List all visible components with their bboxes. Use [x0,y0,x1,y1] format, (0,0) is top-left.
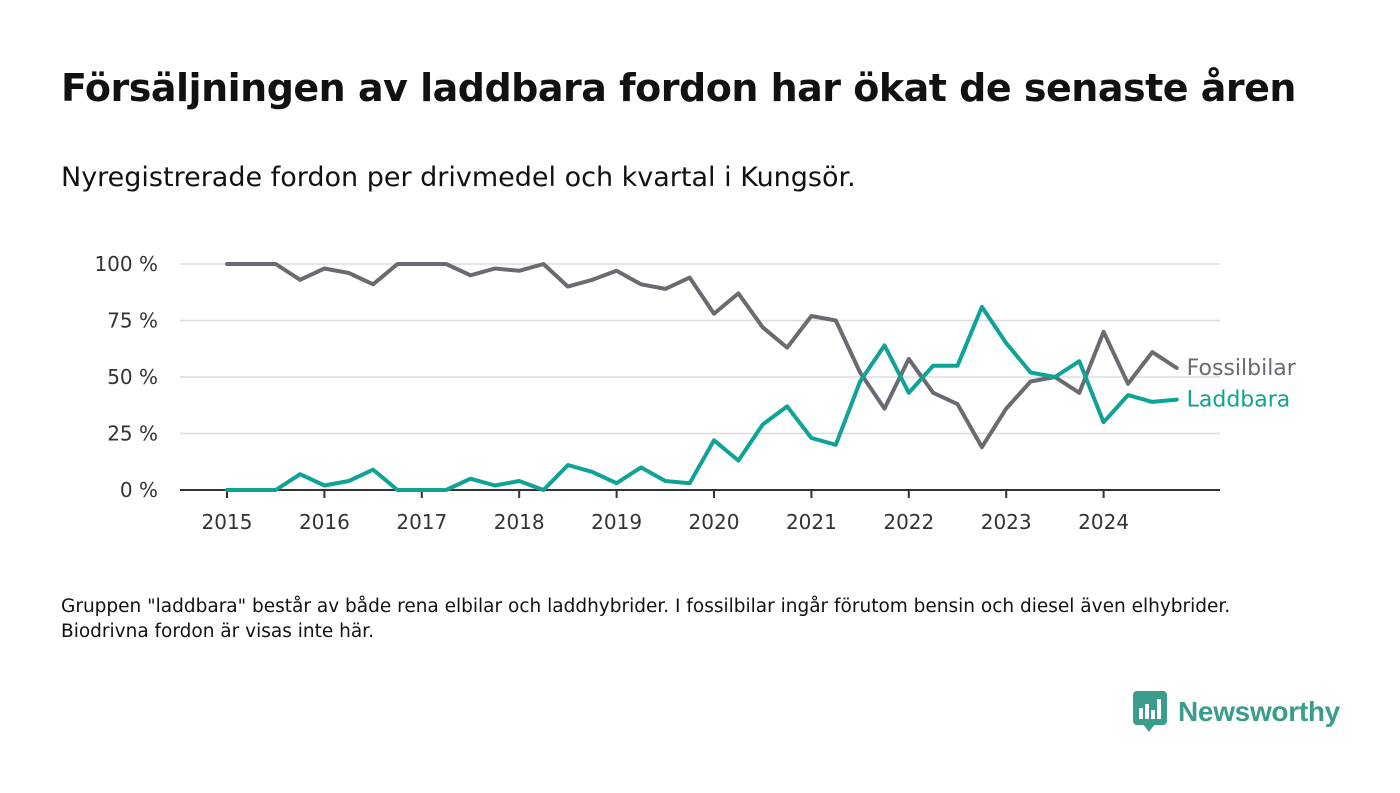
y-tick-label: 75 % [107,309,158,333]
series-labels: Fossilbilar Laddbara [1187,356,1297,413]
x-tick-label: 2016 [299,510,350,534]
x-tick-label: 2018 [494,510,545,534]
footnote: Gruppen "laddbara" består av både rena e… [61,596,1231,642]
x-tick-label: 2022 [883,510,934,534]
y-tick-label: 100 % [94,252,158,276]
series-label-fossilbilar: Fossilbilar [1187,356,1297,381]
bar-chart-speech-bubble-icon [1133,691,1167,732]
x-tick-label: 2019 [591,510,642,534]
series-line-laddbara [225,304,1179,492]
x-tick-label: 2024 [1078,510,1129,534]
brand-logo: Newsworthy [1133,691,1340,733]
x-tick-label: 2015 [202,510,253,534]
x-tick-label: 2017 [396,510,447,534]
chart-title: Försäljningen av laddbara fordon har öka… [61,66,1296,110]
series-lines [225,262,1179,492]
series-label-laddbara: Laddbara [1187,388,1291,413]
axes: 0 % 25 % 50 % 75 % 100 % 2015 2016 2017 2018 2019… [94,252,1220,534]
chart-subtitle: Nyregistrerade fordon per drivmedel och … [61,162,856,193]
y-tick-label: 0 % [120,478,158,502]
series-line-fossilbilar [225,262,1179,450]
y-tick-label: 50 % [107,365,158,389]
brand-name: Newsworthy [1178,696,1340,727]
x-tick-label: 2020 [689,510,740,534]
x-tick-label: 2021 [786,510,837,534]
line-chart: 0 % 25 % 50 % 75 % 100 % 2015 2016 2017 2018 2019… [94,252,1297,534]
x-tick-label: 2023 [981,510,1032,534]
y-tick-label: 25 % [107,422,158,446]
